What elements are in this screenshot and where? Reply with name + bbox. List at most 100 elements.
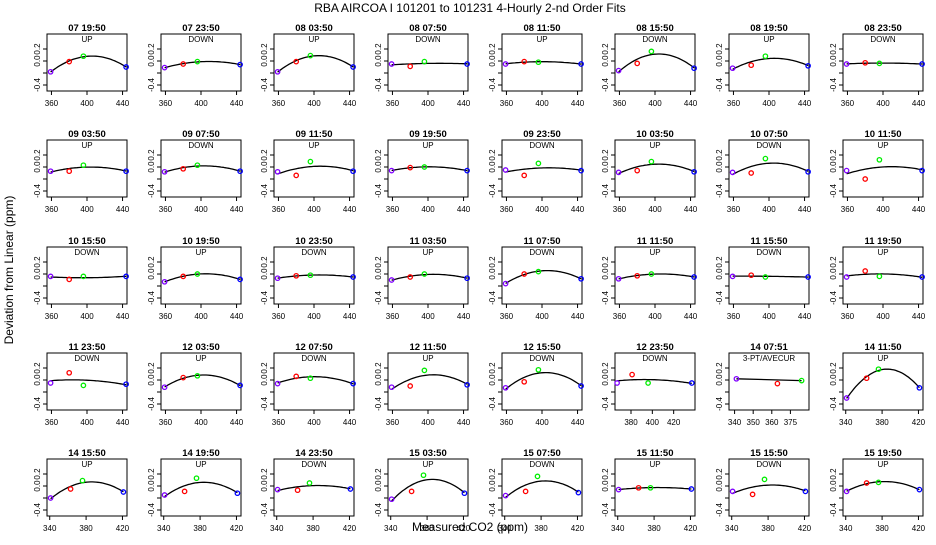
x-tick-label: 440 — [116, 205, 130, 214]
panel-label: UP — [649, 460, 660, 469]
data-point — [521, 172, 528, 179]
y-tick-label: 0.2 — [488, 362, 497, 374]
y-tick-label: -0.4 — [488, 78, 497, 92]
y-tick-label: 0.0 — [715, 268, 724, 280]
x-tick-label: 400 — [762, 312, 776, 321]
fit-curve — [736, 378, 802, 382]
panel-title: 08 23:50 — [864, 23, 902, 34]
data-point — [67, 486, 74, 492]
data-point — [688, 380, 695, 386]
x-tick-label: 400 — [421, 312, 435, 321]
data-point — [237, 382, 243, 389]
data-point — [843, 274, 850, 280]
data-point — [862, 268, 869, 274]
data-point — [180, 61, 187, 67]
data-point — [307, 272, 314, 279]
x-tick-label: 360 — [841, 205, 855, 214]
data-point — [194, 271, 201, 277]
y-tick-label: 0.0 — [374, 374, 383, 386]
data-point — [123, 64, 129, 70]
panel-label: DOWN — [301, 460, 327, 469]
data-point — [647, 484, 654, 491]
x-tick-label: 440 — [571, 205, 585, 214]
y-tick-label: 0.2 — [147, 149, 156, 161]
data-point — [180, 165, 187, 172]
x-tick-label: 360 — [841, 312, 855, 321]
data-point — [120, 489, 127, 495]
y-tick-label: 0.0 — [829, 268, 838, 280]
panel-title: 11 23:50 — [69, 342, 106, 353]
x-tick-label: 360 — [272, 205, 286, 214]
panel-title: 08 19:50 — [750, 23, 788, 34]
data-point — [502, 167, 509, 173]
panel-title: 08 03:50 — [295, 23, 333, 34]
data-point — [578, 275, 584, 282]
y-tick-label: 0.2 — [601, 149, 610, 161]
panel-title: 11 19:50 — [865, 236, 902, 247]
x-tick-label: 360 — [727, 205, 741, 214]
x-tick-label: 440 — [457, 99, 471, 108]
x-tick-label: 440 — [912, 312, 926, 321]
panel-title: 12 15:50 — [523, 342, 561, 353]
x-tick-label: 380 — [761, 524, 775, 533]
y-tick-label: -0.4 — [374, 78, 383, 92]
data-point — [193, 475, 200, 482]
x-tick-label: 420 — [571, 524, 585, 533]
data-point — [575, 489, 582, 496]
panel-label: UP — [422, 141, 433, 150]
panel-label: UP — [763, 35, 774, 44]
y-tick-label: 0.0 — [488, 161, 497, 173]
y-tick-label: 0.0 — [488, 55, 497, 67]
y-tick-label: -0.4 — [33, 291, 42, 305]
y-tick-label: 0.2 — [601, 362, 610, 374]
panel-frame — [842, 352, 924, 411]
y-tick-label: 0.0 — [33, 55, 42, 67]
panel-label: UP — [649, 141, 660, 150]
data-point — [350, 380, 356, 387]
y-tick-label: 0.2 — [374, 362, 383, 374]
panel-frame — [614, 458, 696, 517]
x-tick-label: 400 — [648, 205, 662, 214]
panel-label: UP — [81, 141, 92, 150]
x-tick-label: 360 — [841, 99, 855, 108]
fit-curve — [617, 378, 692, 385]
x-tick-label: 440 — [116, 418, 130, 427]
y-tick-label: 0.2 — [260, 43, 269, 55]
x-tick-label: 380 — [79, 524, 93, 533]
x-tick-label: 440 — [457, 205, 471, 214]
data-point — [535, 268, 542, 275]
y-tick-label: -0.4 — [601, 78, 610, 92]
data-point — [919, 167, 925, 174]
x-tick-label: 360 — [727, 99, 741, 108]
x-tick-label: 440 — [571, 418, 585, 427]
x-tick-label: 440 — [230, 205, 244, 214]
x-tick-label: 400 — [762, 99, 776, 108]
fit-curve — [164, 60, 241, 69]
data-point — [761, 476, 768, 483]
panel-label: DOWN — [870, 35, 896, 44]
data-point — [843, 488, 850, 495]
data-point — [578, 383, 584, 389]
panel-label: UP — [877, 141, 888, 150]
x-tick-label: 400 — [194, 418, 208, 427]
data-point — [461, 490, 468, 497]
data-point — [80, 162, 87, 169]
y-tick-label: 0.2 — [33, 362, 42, 374]
data-point — [748, 170, 755, 176]
x-tick-label: 400 — [307, 418, 321, 427]
panel-title: 15 19:50 — [864, 448, 902, 459]
data-point — [876, 60, 883, 67]
x-tick-label: 440 — [798, 205, 812, 214]
x-tick-label: 380 — [875, 418, 889, 427]
x-tick-label: 400 — [421, 418, 435, 427]
y-tick-label: 0.2 — [260, 362, 269, 374]
data-point — [521, 378, 528, 385]
y-axis-label: Deviation from Linear (ppm) — [2, 196, 16, 345]
panel-title: 12 11:50 — [410, 342, 447, 353]
panel-title: 08 07:50 — [409, 23, 447, 34]
y-tick-label: -0.4 — [601, 397, 610, 411]
panel-label: UP — [195, 460, 206, 469]
